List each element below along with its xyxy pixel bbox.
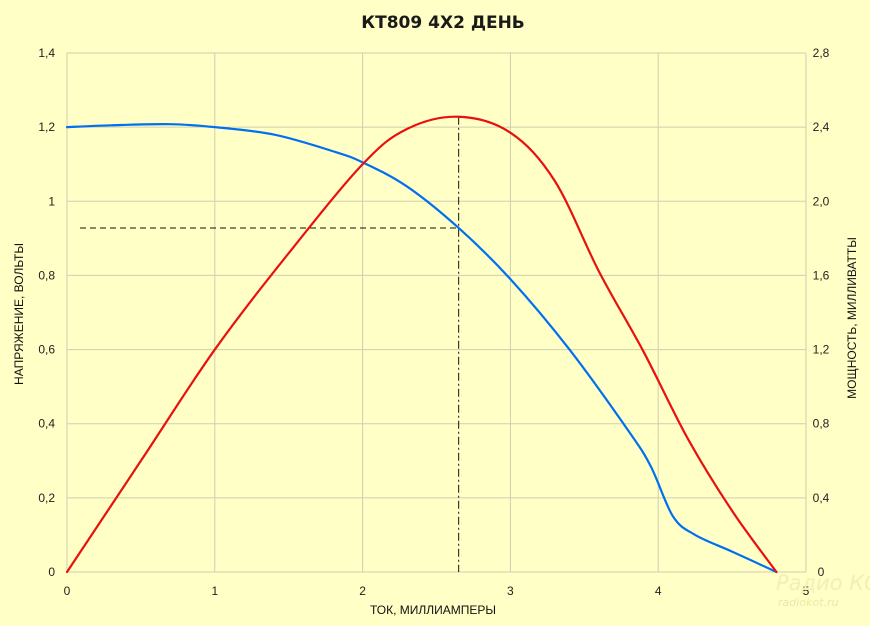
y2-tick-label: 2,8 — [813, 46, 830, 60]
watermark-url: radiokot.ru — [778, 596, 838, 609]
y2-tick-label: 1,2 — [813, 343, 830, 357]
y2-tick-label: 2,0 — [813, 194, 830, 208]
y-tick-label: 0,4 — [38, 417, 55, 431]
y2-tick-label: 0,4 — [813, 491, 830, 505]
series-layer — [65, 115, 778, 574]
x-tick-label: 2 — [359, 584, 366, 598]
power-curve-line — [65, 115, 778, 574]
y2-tick-label: 1,6 — [813, 268, 830, 282]
x-axis-label: ТОК, МИЛЛИАМПЕРЫ — [370, 603, 496, 617]
y-tick-label: 1,4 — [38, 46, 55, 60]
x-tick-label: 0 — [64, 584, 71, 598]
chart-title: КТ809 4Х2 ДЕНЬ — [361, 13, 525, 33]
y-tick-label: 0 — [48, 565, 55, 579]
x-tick-label: 4 — [655, 584, 662, 598]
watermark-logo: Радио КОТ — [776, 571, 870, 595]
y2-tick-label: 2,4 — [813, 120, 830, 134]
y-tick-label: 0,8 — [38, 268, 55, 282]
y-tick-label: 0,6 — [38, 343, 55, 357]
guide-lines — [80, 116, 460, 572]
x-tick-label: 5 — [803, 584, 810, 598]
x-tick-label: 1 — [211, 584, 218, 598]
x-tick-label: 3 — [507, 584, 514, 598]
y2-tick-label: 0 — [818, 565, 825, 579]
y2-tick-label: 0,8 — [813, 417, 830, 431]
y-tick-label: 1,2 — [38, 120, 55, 134]
voltage-curve-line — [65, 123, 778, 574]
y-tick-label: 0,2 — [38, 491, 55, 505]
y2-axis-label: МОЩНОСТЬ, МИЛЛИВАТТЫ — [845, 237, 859, 399]
grid — [66, 52, 807, 573]
y-tick-label: 1 — [48, 194, 55, 208]
tick-labels: 0 00,2 0,40,4 0,80,6 1,20,8 1,61 2,01,2 2,41,4 2… — [38, 46, 829, 598]
y-axis-label: НАПРЯЖЕНИЕ, ВОЛЬТЫ — [12, 243, 26, 385]
